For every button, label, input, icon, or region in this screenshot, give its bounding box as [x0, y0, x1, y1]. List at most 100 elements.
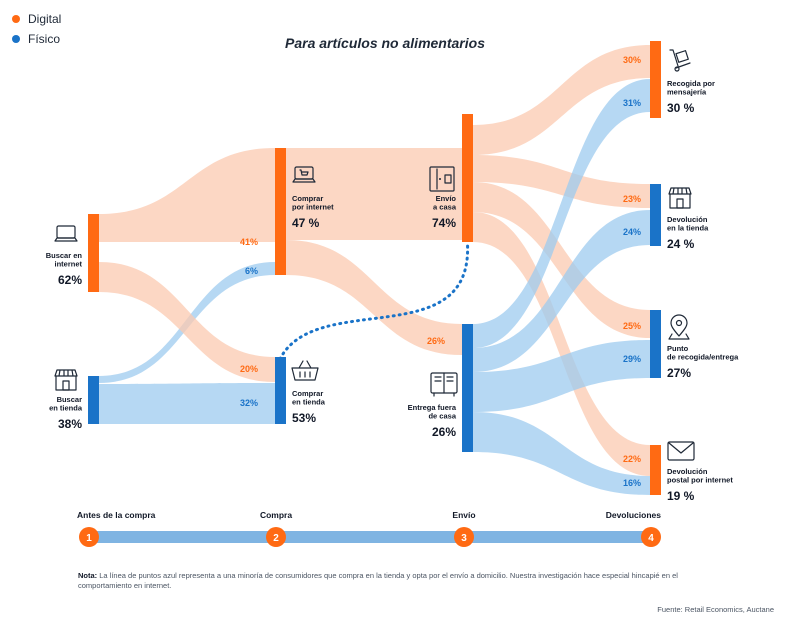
- flow-entrega_fuera-to-devolucion_postal: [473, 412, 650, 495]
- flow-comprar_internet-to-entrega_fuera: [286, 240, 462, 355]
- flow-label-comprar_internet-to-entrega_fuera: 26%: [427, 336, 445, 346]
- node-value-punto_recogida: 27%: [667, 366, 691, 380]
- flow-label-entrega_fuera-to-devolucion_postal: 16%: [623, 478, 641, 488]
- node-bar-comprar_internet: [275, 148, 286, 275]
- flow-entrega_fuera-to-devolucion_tienda: [473, 210, 650, 372]
- node-bar-recogida_mensajeria: [650, 41, 661, 118]
- node-bar-devolucion_tienda: [650, 184, 661, 246]
- flow-buscar_internet-to-comprar_tienda: [99, 262, 275, 382]
- flow-envio_casa-to-devolucion_postal: [473, 212, 650, 476]
- node-value-comprar_internet: 47 %: [292, 216, 320, 230]
- store-icon-devolucion: [668, 187, 692, 209]
- flow-envio_casa-to-recogida_mensajeria: [473, 45, 650, 155]
- node-label-buscar_tienda: en tienda: [49, 404, 83, 413]
- node-bar-buscar_tienda: [88, 376, 99, 424]
- store-icon: [54, 369, 78, 391]
- timeline-step-1-label: Antes de la compra: [77, 510, 156, 520]
- legend-item-digital: Digital: [12, 12, 61, 26]
- node-value-buscar_internet: 62%: [58, 273, 82, 287]
- door-icon: [429, 166, 455, 192]
- flow-label-buscar_internet-to-comprar_tienda: 20%: [240, 364, 258, 374]
- timeline-step-3-number: 3: [461, 533, 467, 544]
- node-label-buscar_tienda: Buscar: [57, 395, 83, 404]
- node-label-devolucion_postal: postal por internet: [667, 476, 733, 485]
- location-pin-icon: [668, 314, 690, 340]
- basket-icon: [291, 360, 319, 381]
- footnote-text: La línea de puntos azul representa a una…: [78, 571, 678, 590]
- timeline-layer: 1 Antes de la compra 2 Compra 3 Envío 4 Devoluc…: [77, 510, 661, 547]
- flow-entrega_fuera-to-recogida_mensajeria: [473, 79, 650, 348]
- legend-label-digital: Digital: [28, 12, 62, 26]
- node-label-recogida_mensajeria: Recogida por: [667, 79, 715, 88]
- node-label-punto_recogida: Punto: [667, 344, 689, 353]
- flow-label-entrega_fuera-to-recogida_mensajeria: 31%: [623, 98, 641, 108]
- node-bar-devolucion_postal: [650, 445, 661, 495]
- flow-envio_casa-to-devolucion_tienda: [473, 155, 650, 208]
- node-bar-comprar_tienda: [275, 357, 286, 424]
- locker-icon: [430, 372, 458, 397]
- flow-label-envio_casa-to-recogida_mensajeria: 30%: [623, 55, 641, 65]
- node-label-devolucion_postal: Devolución: [667, 467, 708, 476]
- flow-buscar_tienda-to-comprar_tienda: [99, 383, 275, 424]
- laptop-icon: [54, 225, 78, 242]
- trolley-box-icon: [669, 49, 691, 72]
- node-bar-punto_recogida: [650, 310, 661, 378]
- node-value-buscar_tienda: 38%: [58, 417, 82, 431]
- flow-buscar_internet-to-comprar_internet: [99, 148, 275, 242]
- legend-dot-digital: [12, 15, 20, 23]
- legend-dot-fisico: [12, 35, 20, 43]
- chart-title: Para artículos no alimentarios: [285, 35, 485, 51]
- flow-label-buscar_internet-to-comprar_internet: 41%: [240, 237, 258, 247]
- flow-label-envio_casa-to-devolucion_tienda: 23%: [623, 194, 641, 204]
- flow-label-entrega_fuera-to-punto_recogida: 29%: [623, 354, 641, 364]
- footnote: Nota: La línea de puntos azul representa…: [78, 571, 698, 591]
- timeline-step-3-marker: [454, 527, 474, 547]
- flow-comprar_internet-to-envio_casa: [286, 148, 462, 240]
- timeline-step-2-marker: [266, 527, 286, 547]
- nodes-layer: [88, 41, 661, 495]
- timeline-step-1-marker: [79, 527, 99, 547]
- flow-label-entrega_fuera-to-devolucion_tienda: 24%: [623, 227, 641, 237]
- node-label-comprar_internet: por internet: [292, 203, 334, 212]
- timeline-step-2-label: Compra: [260, 510, 292, 520]
- node-value-envio_casa: 74%: [432, 216, 456, 230]
- flow-envio_casa-to-punto_recogida: [473, 182, 650, 338]
- flows-layer: [99, 45, 650, 495]
- legend-label-fisico: Físico: [28, 32, 61, 46]
- envelope-icon: [667, 441, 695, 461]
- timeline-step-2-number: 2: [273, 533, 279, 544]
- laptop-cart-icon: [292, 166, 316, 183]
- timeline-step-1-number: 1: [86, 533, 92, 544]
- node-bar-buscar_internet: [88, 214, 99, 292]
- flow-label-envio_casa-to-punto_recogida: 25%: [623, 321, 641, 331]
- node-label-envio_casa: Envío: [436, 194, 457, 203]
- node-label-recogida_mensajeria: mensajería: [667, 88, 707, 97]
- node-label-punto_recogida: de recogida/entrega: [667, 353, 739, 362]
- flow-dotted-comprar-tienda-to-envio-casa: [278, 242, 470, 361]
- flow-label-buscar_tienda-to-comprar_tienda: 32%: [240, 398, 258, 408]
- timeline-step-3-label: Envío: [452, 510, 475, 520]
- node-label-comprar_internet: Comprar: [292, 194, 323, 203]
- node-label-buscar_internet: Buscar en: [46, 251, 83, 260]
- node-value-recogida_mensajeria: 30 %: [667, 101, 695, 115]
- node-value-comprar_tienda: 53%: [292, 411, 316, 425]
- node-label-devolucion_tienda: en la tienda: [667, 224, 709, 233]
- node-bar-entrega_fuera: [462, 324, 473, 452]
- node-label-entrega_fuera: Entrega fuera: [408, 403, 457, 412]
- node-label-comprar_tienda: Comprar: [292, 389, 323, 398]
- timeline-step-4-marker: [641, 527, 661, 547]
- legend-item-fisico: Físico: [12, 32, 60, 46]
- source-text: Fuente: Retail Economics, Auctane: [657, 605, 774, 614]
- node-label-devolucion_tienda: Devolución: [667, 215, 708, 224]
- node-value-entrega_fuera: 26%: [432, 425, 456, 439]
- node-label-envio_casa: a casa: [433, 203, 457, 212]
- node-value-devolucion_tienda: 24 %: [667, 237, 695, 251]
- node-label-entrega_fuera: de casa: [428, 412, 456, 421]
- icons-layer: [54, 49, 695, 461]
- node-bar-envio_casa: [462, 114, 473, 242]
- labels-layer: 41% 6% 20% 32% 26% 30% 23% 25% 22% 31% 24% 29% 16% Bu…: [46, 55, 739, 503]
- node-value-devolucion_postal: 19 %: [667, 489, 695, 503]
- footnote-label: Nota:: [78, 571, 98, 580]
- flow-entrega_fuera-to-punto_recogida: [473, 340, 650, 412]
